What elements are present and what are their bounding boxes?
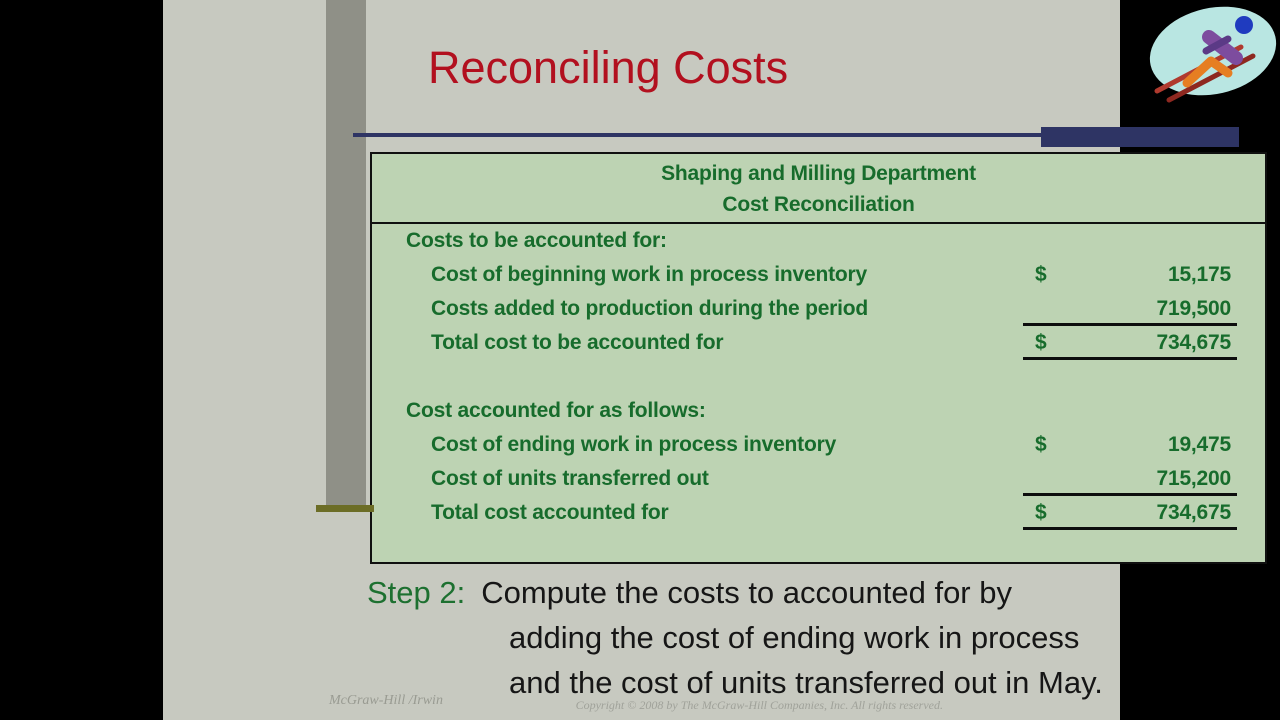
table-row: Total cost to be accounted for $ 734,675 <box>372 326 1265 360</box>
step-2-note: Step 2: Compute the costs to accounted fo… <box>367 570 1267 705</box>
table-spacer-row <box>372 360 1265 394</box>
row-label: Cost accounted for as follows: <box>406 399 706 422</box>
row-label: Costs to be accounted for: <box>406 229 667 252</box>
title-underline-accent <box>1041 127 1239 147</box>
dollar-sign: $ <box>1035 501 1047 524</box>
step-note-line-2: adding the cost of ending work in proces… <box>509 620 1080 655</box>
step-note-line-1: Step 2: Compute the costs to accounted fo… <box>367 570 1267 615</box>
table-row: Cost of units transferred out 715,200 <box>372 462 1265 496</box>
row-amount: 719,500 <box>1023 292 1237 326</box>
cost-reconciliation-table: Shaping and Milling Department Cost Reco… <box>370 152 1267 564</box>
table-row: Cost of ending work in process inventory… <box>372 428 1265 462</box>
row-label: Cost of ending work in process inventory <box>431 433 837 456</box>
page-title: Reconciling Costs <box>428 42 789 93</box>
row-label: Total cost accounted for <box>431 501 669 524</box>
dollar-sign: $ <box>1035 263 1047 286</box>
table-row: Costs to be accounted for: <box>372 224 1265 258</box>
table-row: Cost accounted for as follows: <box>372 394 1265 428</box>
row-amount: $ 734,675 <box>1023 326 1237 360</box>
table-header-line1: Shaping and Milling Department <box>661 162 976 185</box>
row-amount: $ 734,675 <box>1023 496 1237 530</box>
amount-value: 719,500 <box>1156 297 1231 320</box>
dollar-sign: $ <box>1035 433 1047 456</box>
row-label: Cost of units transferred out <box>431 467 709 490</box>
step-label: Step 2: <box>367 575 466 610</box>
step-text: Compute the costs to accounted for by <box>481 575 1012 610</box>
row-amount: 715,200 <box>1023 462 1237 496</box>
amount-value: 734,675 <box>1156 331 1231 354</box>
amount-value: 734,675 <box>1156 501 1231 524</box>
table-header: Shaping and Milling Department Cost Reco… <box>372 154 1265 220</box>
row-amount: $ 15,175 <box>1023 258 1237 292</box>
olive-accent-line <box>316 505 374 512</box>
table-header-divider <box>372 222 1265 224</box>
table-row: Cost of beginning work in process invent… <box>372 258 1265 292</box>
row-label: Cost of beginning work in process invent… <box>431 263 867 286</box>
row-amount: $ 19,475 <box>1023 428 1237 462</box>
skier-logo-icon <box>1149 6 1277 103</box>
slide-canvas: Reconciling Costs Shaping and Milling De… <box>163 0 1277 720</box>
footer-copyright: Copyright © 2008 by The McGraw-Hill Comp… <box>575 698 943 712</box>
amount-value: 15,175 <box>1167 263 1231 286</box>
row-label: Total cost to be accounted for <box>431 331 724 354</box>
table-row: Costs added to production during the per… <box>372 292 1265 326</box>
step-note-line-3: and the cost of units transferred out in… <box>509 665 1103 700</box>
title-underline <box>353 133 1043 137</box>
amount-value: 19,475 <box>1167 433 1231 456</box>
footer-publisher: McGraw-Hill /Irwin <box>329 693 443 708</box>
dollar-sign: $ <box>1035 331 1047 354</box>
table-row: Total cost accounted for $ 734,675 <box>372 496 1265 530</box>
table-header-line2: Cost Reconciliation <box>722 193 915 216</box>
row-label: Costs added to production during the per… <box>431 297 869 320</box>
amount-value: 715,200 <box>1156 467 1231 490</box>
left-accent-bar <box>326 0 366 506</box>
